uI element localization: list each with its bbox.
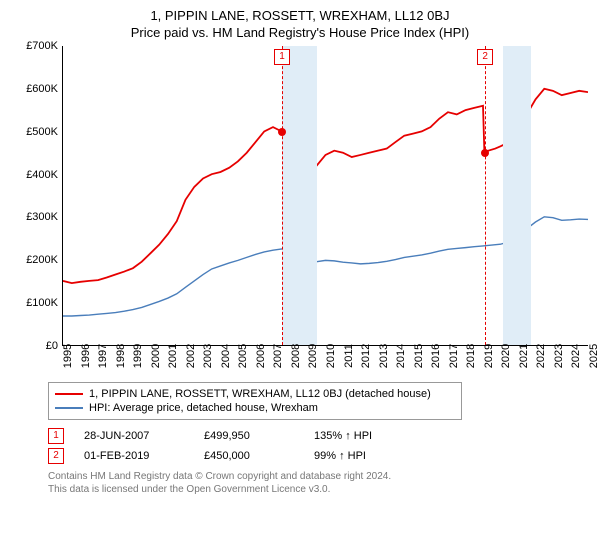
chart-area: £0£100K£200K£300K£400K£500K£600K£700K 12… (48, 46, 588, 376)
event-guideline (282, 46, 283, 345)
x-tick-label: 1998 (115, 344, 127, 368)
chart-title: 1, PIPPIN LANE, ROSSETT, WREXHAM, LL12 0… (12, 8, 588, 23)
y-tick-label: £200K (26, 254, 58, 266)
x-tick-label: 2009 (307, 344, 319, 368)
x-tick-label: 2017 (448, 344, 460, 368)
event-date: 01-FEB-2019 (84, 450, 184, 462)
footnote-line1: Contains HM Land Registry data © Crown c… (48, 470, 588, 483)
x-tick-label: 1996 (80, 344, 92, 368)
legend-label: HPI: Average price, detached house, Wrex… (89, 402, 318, 414)
event-number-box: 1 (48, 428, 64, 444)
x-tick-label: 2013 (378, 344, 390, 368)
event-row: 1 28-JUN-2007 £499,950 135% ↑ HPI (48, 426, 588, 446)
x-tick-label: 2022 (535, 344, 547, 368)
event-date: 28-JUN-2007 (84, 430, 184, 442)
legend-swatch (55, 393, 83, 395)
x-tick-label: 2010 (325, 344, 337, 368)
x-tick-label: 2019 (483, 344, 495, 368)
events-table: 1 28-JUN-2007 £499,950 135% ↑ HPI 2 01-FEB-20… (48, 426, 588, 466)
x-tick-label: 2007 (272, 344, 284, 368)
x-tick-label: 2001 (167, 344, 179, 368)
x-tick-label: 2025 (588, 344, 600, 368)
x-axis: 1995199619971998199920002001200220032004… (62, 350, 588, 380)
y-tick-label: £600K (26, 83, 58, 95)
chart-subtitle: Price paid vs. HM Land Registry's House … (12, 25, 588, 40)
chart-container: 1, PIPPIN LANE, ROSSETT, WREXHAM, LL12 0… (0, 0, 600, 560)
x-tick-label: 1999 (132, 344, 144, 368)
footnote-line2: This data is licensed under the Open Gov… (48, 483, 588, 496)
x-tick-label: 2011 (343, 344, 355, 368)
x-tick-label: 2005 (237, 344, 249, 368)
legend-swatch (55, 407, 83, 409)
plot-area: 12 (62, 46, 588, 346)
legend-label: 1, PIPPIN LANE, ROSSETT, WREXHAM, LL12 0… (89, 388, 431, 400)
legend-row: 1, PIPPIN LANE, ROSSETT, WREXHAM, LL12 0… (55, 387, 455, 401)
legend: 1, PIPPIN LANE, ROSSETT, WREXHAM, LL12 0… (48, 382, 462, 420)
x-tick-label: 1995 (62, 344, 74, 368)
y-tick-label: £100K (26, 297, 58, 309)
recession-band (282, 46, 317, 345)
x-tick-label: 2021 (518, 344, 530, 368)
y-tick-label: £700K (26, 40, 58, 52)
event-delta: 135% ↑ HPI (314, 430, 372, 442)
y-tick-label: £400K (26, 169, 58, 181)
x-tick-label: 2018 (465, 344, 477, 368)
event-number-box: 2 (48, 448, 64, 464)
x-tick-label: 2004 (220, 344, 232, 368)
x-tick-label: 2023 (553, 344, 565, 368)
event-row: 2 01-FEB-2019 £450,000 99% ↑ HPI (48, 446, 588, 466)
legend-row: HPI: Average price, detached house, Wrex… (55, 401, 455, 415)
x-tick-label: 2014 (395, 344, 407, 368)
x-tick-label: 2008 (290, 344, 302, 368)
event-marker-label: 1 (274, 49, 290, 65)
event-delta: 99% ↑ HPI (314, 450, 366, 462)
x-tick-label: 2020 (500, 344, 512, 368)
x-tick-label: 2024 (570, 344, 582, 368)
x-tick-label: 2016 (430, 344, 442, 368)
x-tick-label: 2003 (202, 344, 214, 368)
event-price: £450,000 (204, 450, 294, 462)
y-axis: £0£100K£200K£300K£400K£500K£600K£700K (12, 46, 60, 346)
event-dot (278, 128, 286, 136)
event-guideline (485, 46, 486, 345)
x-tick-label: 2012 (360, 344, 372, 368)
event-marker-label: 2 (477, 49, 493, 65)
y-tick-label: £0 (46, 340, 58, 352)
footnote: Contains HM Land Registry data © Crown c… (48, 470, 588, 496)
x-tick-label: 2015 (413, 344, 425, 368)
x-tick-label: 2006 (255, 344, 267, 368)
event-dot (481, 149, 489, 157)
x-tick-label: 1997 (97, 344, 109, 368)
x-tick-label: 2002 (185, 344, 197, 368)
recession-band (503, 46, 531, 345)
y-tick-label: £300K (26, 211, 58, 223)
x-tick-label: 2000 (150, 344, 162, 368)
event-price: £499,950 (204, 430, 294, 442)
y-tick-label: £500K (26, 126, 58, 138)
